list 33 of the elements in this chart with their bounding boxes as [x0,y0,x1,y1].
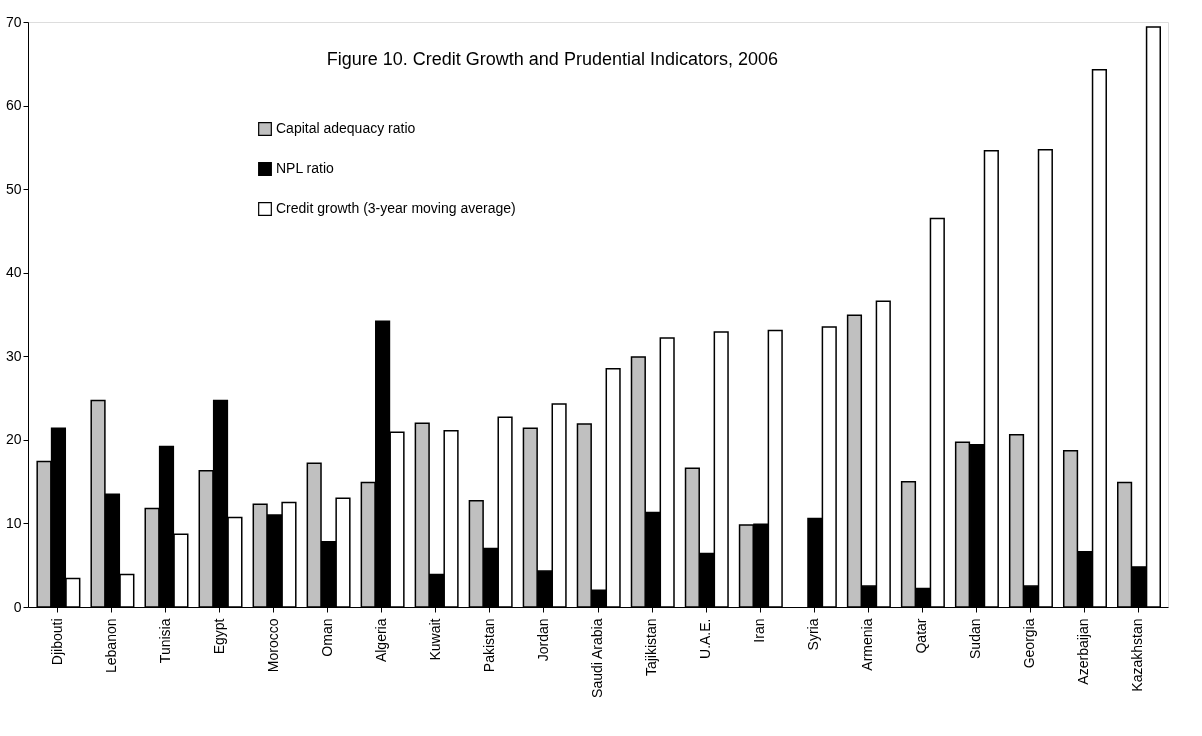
y-tick-label: 10 [5,514,22,531]
x-tick-label: Azerbaijan [1075,618,1092,685]
legend-label: NPL ratio [276,160,335,176]
x-tick-label: Algeria [372,618,389,663]
y-tick-label: 30 [5,347,22,364]
x-tick-label: Oman [318,618,335,657]
x-tick-label: Tajikistan [643,618,660,677]
y-tick-label: 50 [5,180,22,197]
y-tick-label: 60 [5,97,22,114]
x-tick-label: Georgia [1021,618,1038,669]
text: Figure 10. Credit Growth and Prudential Indicators, 2006 [326,49,779,69]
y-tick-label: 40 [5,264,22,281]
x-tick-label: Morocco [264,618,281,673]
x-tick-label: Jordan [534,618,551,662]
x-tick-label: Tunisia [156,618,173,664]
x-tick-label: Saudi Arabia [589,618,605,698]
x-tick-label: Qatar [913,618,930,654]
x-tick-label: Armenia [859,618,876,671]
x-tick-label: Iran [751,618,768,643]
y-tick-label: 0 [13,598,22,615]
x-tick-label: Syria [805,618,822,651]
y-tick-label: 20 [5,431,22,448]
x-tick-label: U.A.E. [697,618,714,659]
x-tick-label: Sudan [967,618,984,659]
legend-label: Capital adequacy ratio [276,120,416,136]
x-tick-label: Kuwait [426,618,443,661]
y-tick-label: 70 [5,13,22,30]
x-tick-label: Djibouti [48,618,65,666]
x-tick-label: Pakistan [480,618,497,673]
x-tick-label: Kazakhstan [1129,618,1146,692]
legend-label: Credit growth (3-year moving average) [276,200,516,216]
x-tick-label: Lebanon [102,618,119,674]
x-tick-label: Egypt [210,618,227,655]
